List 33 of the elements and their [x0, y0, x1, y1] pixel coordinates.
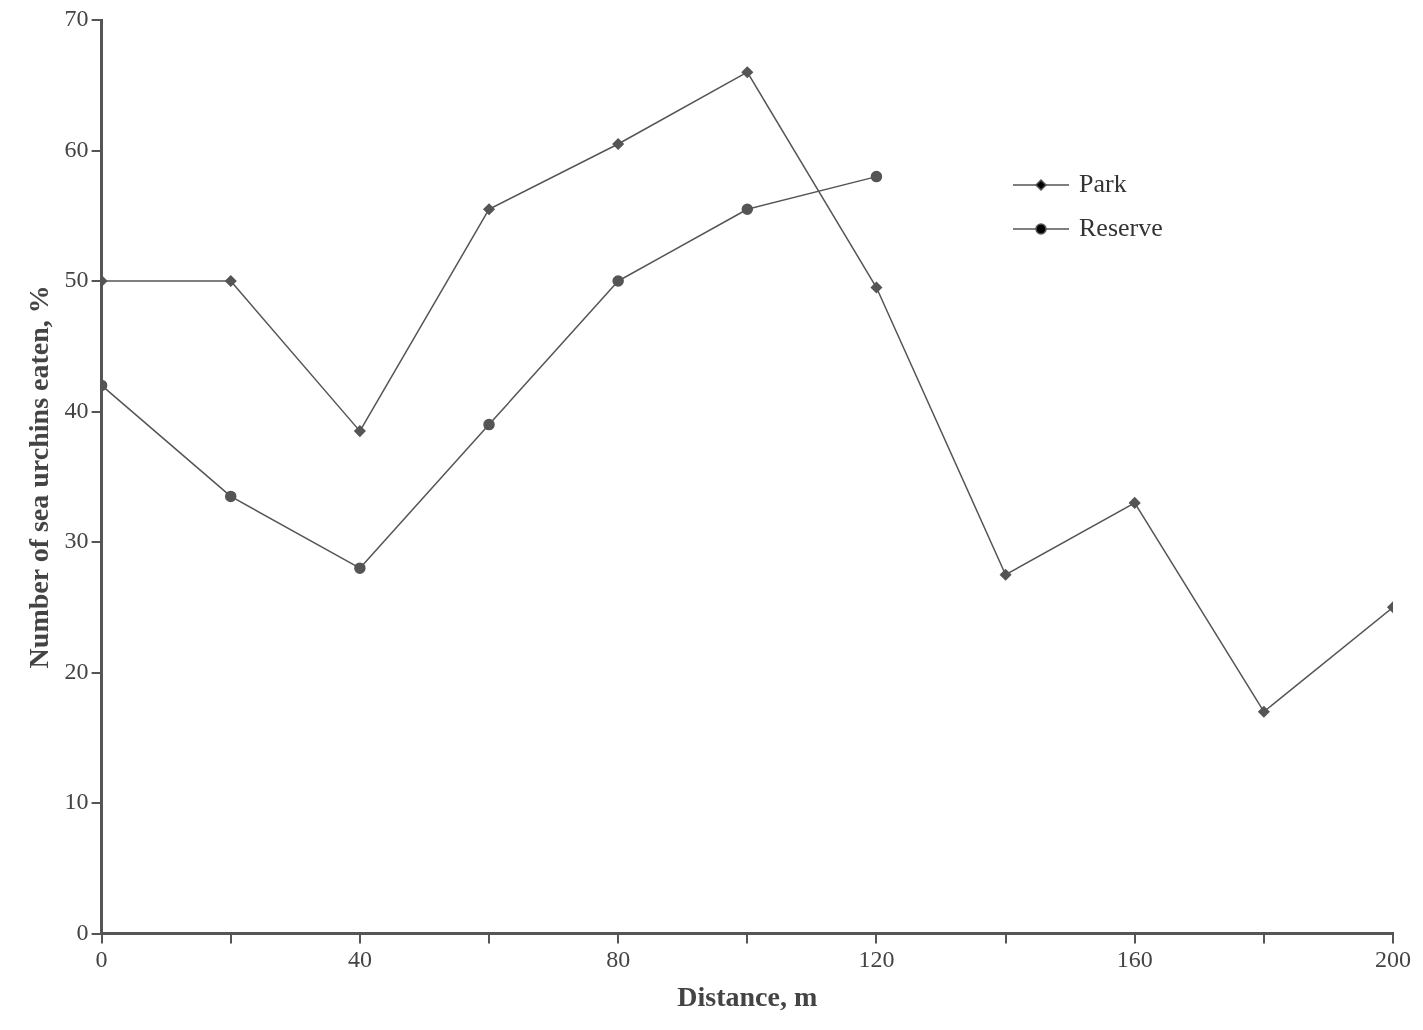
- y-tick-label: 10: [64, 788, 89, 815]
- point: [354, 562, 366, 574]
- x-tick-label: 0: [95, 946, 108, 973]
- point: [870, 170, 883, 183]
- y-tick-label: 70: [64, 5, 89, 32]
- point: [483, 203, 495, 215]
- point: [1258, 705, 1270, 718]
- x-tick-label: 120: [858, 946, 895, 973]
- x-tick-label: 80: [606, 946, 631, 973]
- point: [741, 203, 754, 215]
- x-axis-title: Distance, m: [677, 981, 818, 1013]
- point: [870, 281, 883, 294]
- point: [612, 275, 624, 287]
- y-axis-title: Number of sea urchins eaten, %: [23, 285, 55, 669]
- x-tick-label: 200: [1375, 946, 1411, 973]
- point: [741, 66, 754, 78]
- point: [999, 568, 1012, 581]
- point: [224, 275, 237, 287]
- y-tick-label: 0: [76, 918, 89, 945]
- y-tick-label: 60: [64, 135, 89, 162]
- x-tick-label: 160: [1116, 946, 1153, 973]
- point: [483, 418, 495, 431]
- x-tick-label: 40: [347, 946, 372, 973]
- point: [224, 490, 237, 503]
- legend-label: Park: [1079, 168, 1127, 198]
- point: [612, 138, 624, 150]
- y-tick-label: 50: [64, 266, 89, 293]
- y-tick-label: 40: [64, 396, 89, 423]
- y-tick-label: 30: [64, 527, 89, 554]
- point: [1128, 497, 1141, 509]
- legend-label: Reserve: [1079, 212, 1163, 242]
- y-tick-label: 20: [64, 657, 89, 684]
- point: [354, 425, 366, 437]
